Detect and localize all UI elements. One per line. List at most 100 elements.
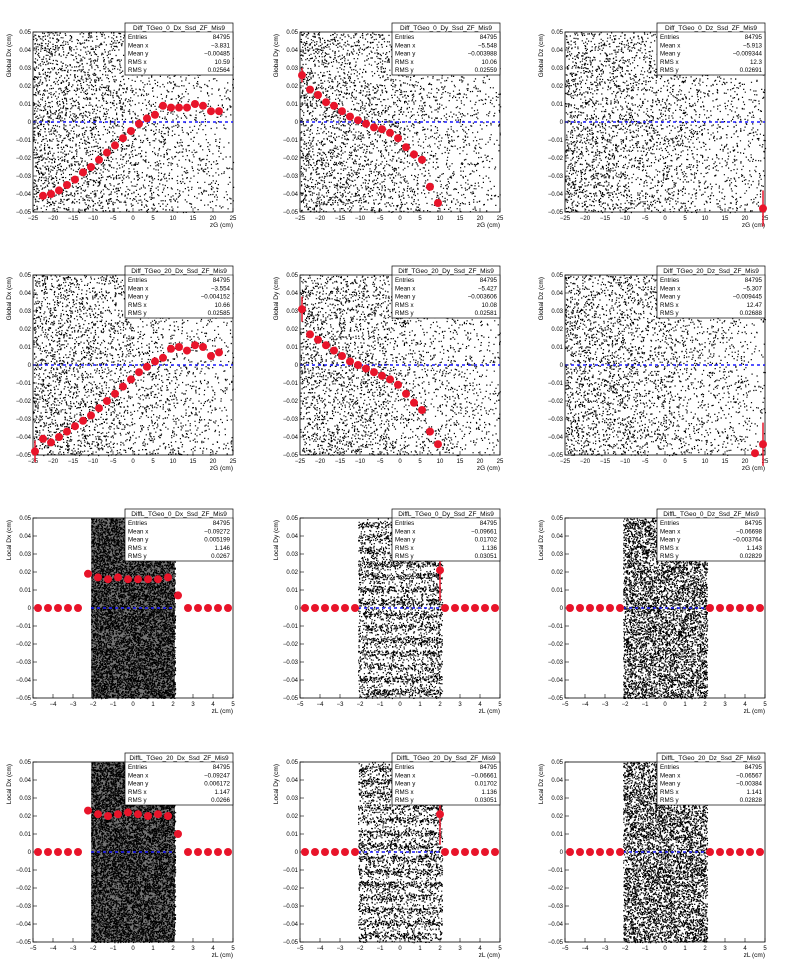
x-tick-label: 2 (171, 946, 175, 952)
stats-value: 84795 (213, 34, 231, 41)
profile-point (151, 357, 159, 366)
stats-value: 0.02564 (208, 67, 231, 74)
stats-box (656, 508, 766, 562)
y-tick-label: 0 (295, 363, 299, 369)
x-tick-label: 5 (418, 216, 422, 222)
y-tick-label: −0.03 (16, 174, 32, 180)
x-tick-label: 0 (131, 946, 135, 952)
x-tick-label: 4 (743, 946, 747, 952)
profile-point (301, 604, 309, 612)
profile-point (47, 438, 55, 447)
profile-point (111, 141, 119, 150)
x-tick-label: 5 (763, 702, 767, 708)
profile-point (338, 352, 346, 360)
stats-value: 84795 (480, 34, 498, 41)
profile-point (322, 98, 330, 107)
x-tick-label: −25 (560, 216, 571, 222)
x-tick-label: 5 (683, 216, 687, 222)
profile-point (354, 361, 362, 369)
profile-point (301, 848, 309, 856)
stats-label: Mean x (395, 42, 416, 49)
profile-point (378, 371, 386, 380)
x-tick-label: 4 (478, 702, 482, 708)
y-tick-label: −0.03 (16, 904, 32, 910)
y-tick-label: 0.01 (551, 345, 563, 351)
profile-point (87, 163, 95, 171)
y-tick-label: 0.01 (286, 102, 298, 108)
profile-point (306, 330, 314, 339)
stats-label: RMS y (660, 797, 679, 804)
stats-value: −5.307 (743, 285, 763, 292)
stats-label: Mean y (128, 294, 149, 301)
x-tick-label: 2 (171, 702, 175, 708)
y-tick-label: 0.02 (286, 570, 298, 576)
profile-point (716, 848, 724, 856)
profile-point (378, 125, 386, 134)
x-tick-label: −2 (357, 946, 365, 952)
profile-point (164, 812, 172, 820)
y-tick-label: −0.01 (283, 381, 299, 387)
profile-point (183, 103, 191, 112)
y-axis-title: Local Dz (cm) (538, 520, 545, 560)
x-tick-label: 1 (683, 946, 687, 952)
y-tick-label: −0.03 (548, 417, 564, 423)
profile-point (370, 368, 378, 377)
profile-point (410, 150, 418, 159)
y-tick-label: 0.01 (551, 832, 563, 838)
y-tick-label: −0.01 (16, 624, 32, 630)
x-tick-label: 20 (477, 216, 484, 222)
stats-value: 10.08 (482, 302, 498, 309)
x-tick-label: −4 (582, 946, 590, 952)
scatter-points (623, 518, 709, 700)
stats-label: Mean y (128, 537, 149, 544)
y-tick-label: 0.02 (551, 84, 563, 90)
profile-point (441, 604, 449, 612)
stats-label: Entries (660, 277, 679, 284)
stats-label: Mean y (128, 781, 149, 788)
y-tick-label: 0.05 (19, 273, 31, 279)
y-tick-label: 0.02 (19, 570, 31, 576)
y-tick-label: 0.05 (286, 30, 298, 36)
y-tick-label: −0.03 (283, 174, 299, 180)
y-tick-label: −0.04 (283, 192, 299, 198)
stats-label: RMS y (660, 553, 679, 560)
histogram-title: DiffL_TGeo_0_Dy_Ssd_ZF_Mis9 (398, 511, 494, 518)
x-tick-label: 20 (210, 459, 217, 465)
x-tick-label: −2 (622, 946, 630, 952)
profile-point (566, 848, 574, 856)
histogram-title: DiffL_TGeo_0_Dz_Ssd_ZF_Mis9 (663, 511, 759, 518)
y-tick-label: 0.02 (551, 327, 563, 333)
histogram-panel: −0.05 −0.04 −0.03 −0.02 −0.01 0 0.01 0.02 0.03 0.… (6, 22, 237, 229)
profile-point (346, 112, 354, 121)
y-tick-label: 0.03 (286, 552, 298, 558)
x-tick-label: −2 (357, 702, 365, 708)
y-axis-title: Global Dy (cm) (273, 34, 280, 77)
stats-value: −0.06661 (471, 772, 498, 779)
profile-point (175, 103, 183, 112)
x-tick-label: −5 (642, 459, 650, 465)
stats-box (656, 22, 766, 76)
profile-point (44, 604, 52, 612)
profile-point (386, 375, 394, 384)
profile-point (47, 190, 55, 198)
x-tick-label: 5 (418, 459, 422, 465)
x-tick-label: −1 (110, 946, 118, 952)
stats-label: RMS x (395, 545, 414, 552)
y-tick-label: 0 (295, 120, 299, 126)
profile-point (183, 346, 191, 355)
profile-point (736, 848, 744, 856)
y-tick-label: 0.03 (286, 66, 298, 72)
y-tick-label: −0.04 (548, 678, 564, 684)
x-tick-label: −25 (295, 459, 306, 465)
y-tick-label: 0.01 (286, 832, 298, 838)
stats-label: Entries (660, 34, 679, 41)
x-tick-label: 3 (458, 702, 462, 708)
x-tick-label: −4 (50, 702, 58, 708)
profile-point (306, 85, 314, 94)
stats-box (391, 508, 501, 562)
profile-point (134, 810, 142, 819)
y-tick-label: −0.02 (548, 642, 564, 648)
profile-point (586, 848, 594, 856)
y-axis-title: Local Dz (cm) (538, 764, 545, 804)
profile-point (576, 604, 584, 612)
